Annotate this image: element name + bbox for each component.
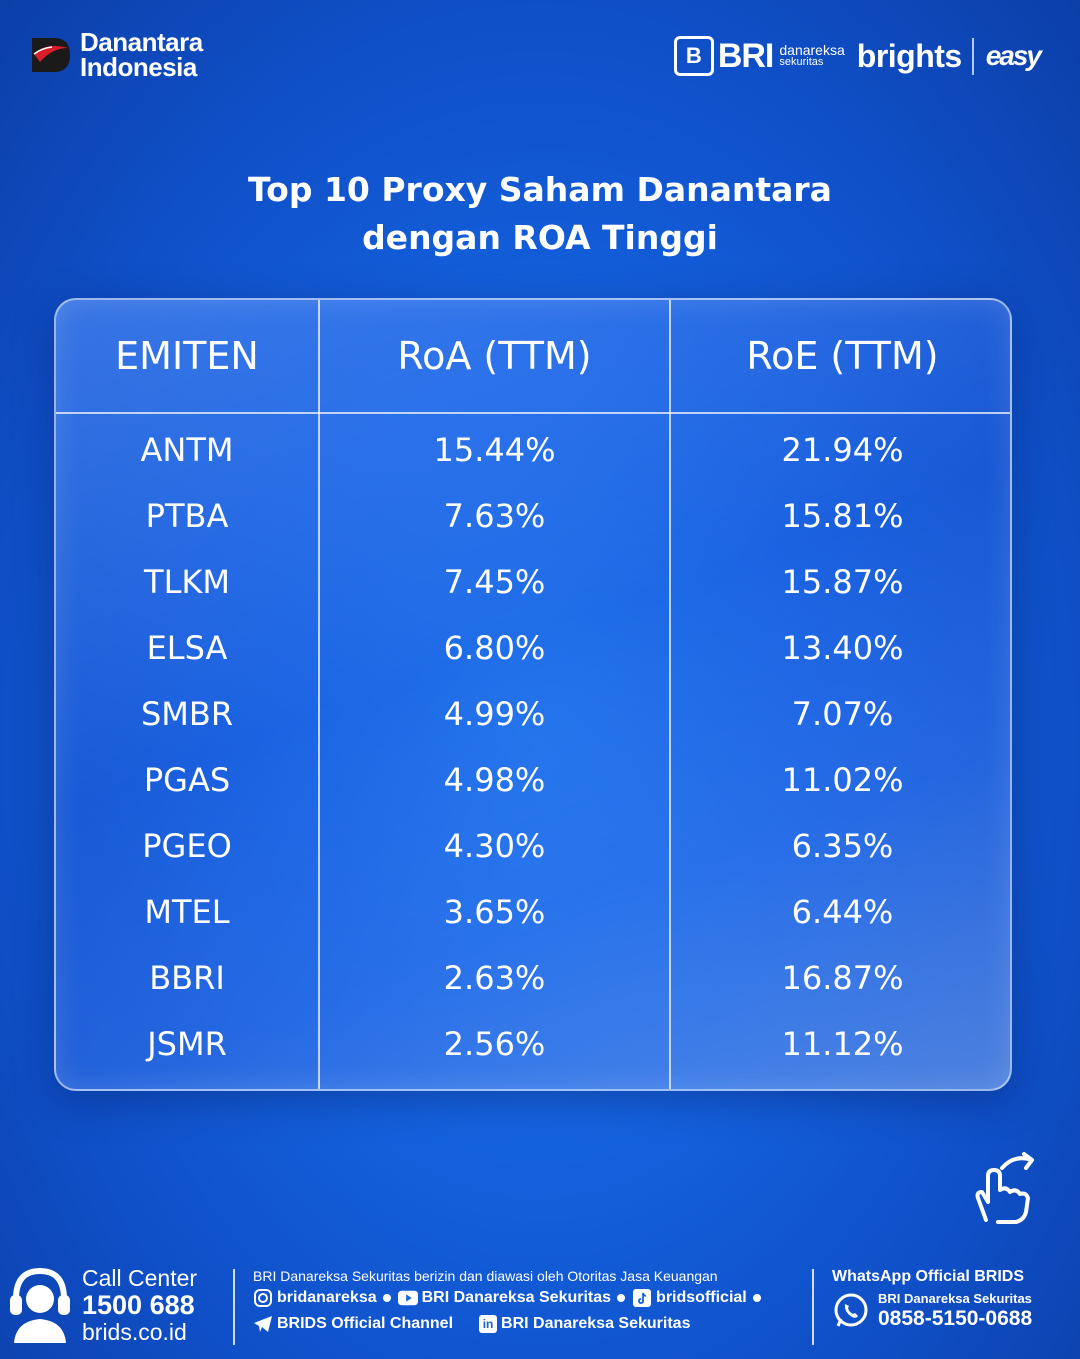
whatsapp-title: WhatsApp Official BRIDS [832,1268,1025,1285]
brights-logo: brights [857,37,974,75]
table-row: BBRI 2.63% 16.87% [56,945,1010,1011]
website-link[interactable]: brids.co.id [82,1319,187,1345]
cell-emiten: MTEL [144,893,230,931]
whatsapp-name: BRI Danareksa Sekuritas [878,1291,1032,1306]
table-row: SMBR 4.99% 7.07% [56,681,1010,747]
cell-emiten: ANTM [140,431,234,469]
cell-roa: 4.98% [443,761,546,799]
cell-roe: 6.35% [791,827,894,865]
telegram-icon [253,1314,273,1334]
column-divider-1 [318,300,320,1089]
linkedin-icon-text: in [482,1317,494,1331]
bri-sub-sekuritas: sekuritas [779,56,824,68]
hand-swipe-icon [975,1152,1034,1224]
separator-dot [382,1294,391,1302]
table-row: ANTM 15.44% 21.94% [56,417,1010,483]
danantara-logo: Danantara Indonesia [30,27,203,82]
headset-icon [10,1267,70,1343]
ojk-note: BRI Danareksa Sekuritas berizin dan diaw… [253,1268,718,1284]
table-row: PGEO 4.30% 6.35% [56,813,1010,879]
footer: Call Center 1500 688 brids.co.id BRI Dan… [0,1255,1080,1359]
table-row: TLKM 7.45% 15.87% [56,549,1010,615]
cell-emiten: PGEO [142,827,232,865]
call-center-label: Call Center [82,1265,198,1291]
column-divider-2 [669,300,671,1089]
cell-roe: 11.02% [781,761,904,799]
table-row: PTBA 7.63% 15.81% [56,483,1010,549]
footer-divider-1 [233,1269,235,1345]
header-roa: RoA (TTM) [397,334,592,378]
partner-logos: B BRI danareksa sekuritas brights easy [673,36,1042,76]
cell-roa: 2.63% [443,959,546,997]
cell-emiten: PTBA [145,497,229,535]
youtube-icon [397,1288,418,1308]
cell-roe: 13.40% [781,629,904,667]
bri-mark: B [673,36,714,76]
cell-roe: 11.12% [781,1025,904,1063]
page-title: Top 10 Proxy Saham Danantara dengan ROA … [0,166,1080,262]
cell-roa: 2.56% [443,1025,546,1063]
linkedin-link[interactable]: BRI Danareksa Sekuritas [501,1315,691,1332]
whatsapp-number[interactable]: 0858-5150-0688 [878,1307,1033,1330]
tiktok-link[interactable]: bridsofficial [656,1289,747,1306]
linkedin-icon: in [479,1315,498,1333]
footer-divider-2 [812,1269,814,1345]
title-line-2: dengan ROA Tinggi [362,218,718,257]
cell-roa: 3.65% [443,893,546,931]
tiktok-icon [632,1288,652,1308]
danantara-logo-icon [32,38,70,72]
cell-roa: 6.80% [443,629,546,667]
header-roe: RoE (TTM) [746,334,939,378]
cell-emiten: PGAS [143,761,231,799]
cell-emiten: ELSA [146,629,228,667]
cell-roe: 15.81% [781,497,904,535]
cell-roa: 15.44% [433,431,556,469]
cell-emiten: TLKM [144,563,230,601]
cell-roa: 4.99% [443,695,546,733]
cell-roa: 7.45% [443,563,546,601]
table-row: ELSA 6.80% 13.40% [56,615,1010,681]
telegram-link[interactable]: BRIDS Official Channel [277,1315,454,1332]
whatsapp-icon [834,1293,868,1327]
call-center-number[interactable]: 1500 688 [82,1290,195,1320]
cell-roe: 21.94% [781,431,904,469]
cell-roa: 4.30% [443,827,546,865]
table-row: PGAS 4.98% 11.02% [56,747,1010,813]
table-row: JSMR 2.56% 11.12% [56,1011,1010,1077]
danantara-logo-line2: Indonesia [80,52,197,82]
header-emiten: EMITEN [115,334,259,378]
title-line-1: Top 10 Proxy Saham Danantara [248,170,832,209]
cell-emiten: JSMR [147,1025,227,1063]
cell-roe: 15.87% [781,563,904,601]
cell-emiten: SMBR [140,695,234,733]
separator-dot [752,1294,761,1302]
cell-roe: 7.07% [791,695,894,733]
separator-dot [617,1294,626,1302]
header-divider [56,412,1010,414]
bri-text: BRI [717,36,775,75]
table-row: MTEL 3.65% 6.44% [56,879,1010,945]
youtube-link[interactable]: BRI Danareksa Sekuritas [421,1289,612,1306]
danantara-logo-line1: Danantara [80,27,203,57]
cell-roe: 16.87% [781,959,904,997]
cell-roe: 6.44% [791,893,894,931]
easy-logo: easy [985,40,1042,71]
roa-table: EMITEN RoA (TTM) RoE (TTM) ANTM 15.44% 21.… [54,298,1012,1091]
instagram-link[interactable]: bridanareksa [277,1289,377,1306]
bri-danareksa-logo: B BRI danareksa sekuritas [673,36,845,76]
cell-emiten: BBRI [149,959,225,997]
bri-sub-danareksa: danareksa [779,42,845,58]
instagram-icon [253,1288,273,1308]
cell-roa: 7.63% [443,497,546,535]
